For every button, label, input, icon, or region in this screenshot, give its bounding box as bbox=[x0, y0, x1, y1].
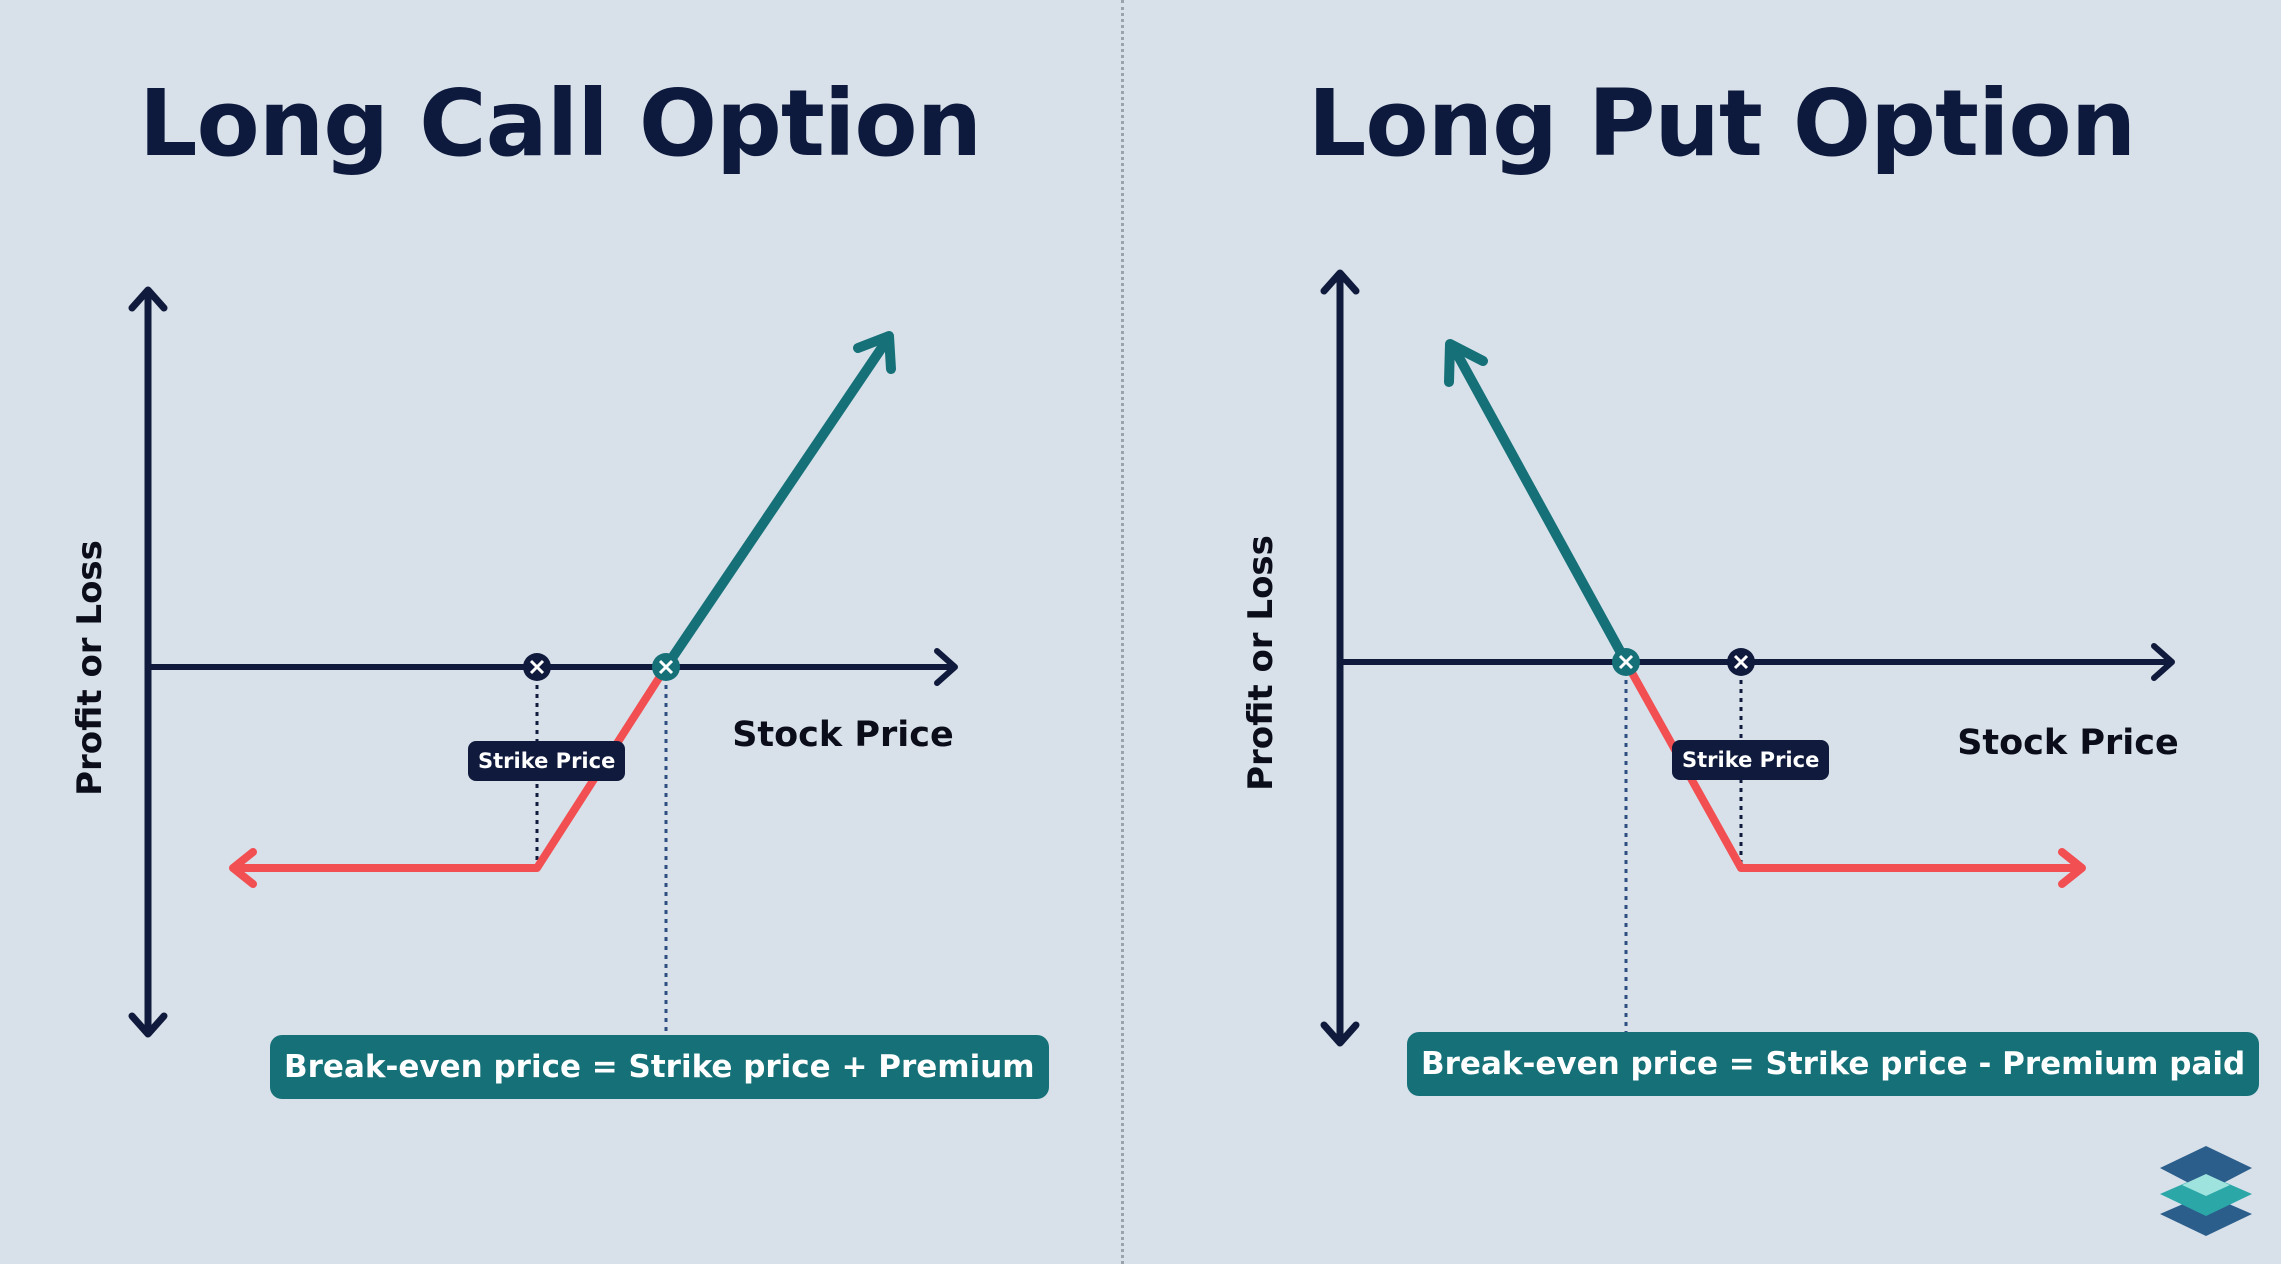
y-axis-label: Profit or Loss bbox=[70, 540, 110, 796]
y-axis-label-visible: Profit or Loss bbox=[1241, 535, 1281, 791]
strike-price-tag: Strike Price bbox=[1672, 740, 1830, 780]
strike-x-icon bbox=[1727, 648, 1755, 676]
y-axis bbox=[1320, 269, 1360, 1047]
breakeven-x-icon bbox=[1612, 648, 1640, 676]
strike-x-icon bbox=[523, 653, 551, 681]
long-put-diagram: Profit or Loss Profit or Loss Stock Pric… bbox=[1241, 269, 2179, 1047]
y-axis bbox=[128, 286, 168, 1038]
long-call-title: Long Call Option bbox=[138, 70, 982, 177]
x-axis bbox=[148, 648, 958, 686]
long-put-panel: Long Put Option Profit or Loss Profit or… bbox=[1122, 0, 2281, 1264]
x-axis bbox=[1340, 643, 2175, 681]
breakeven-formula-badge: Break-even price = Strike price + Premiu… bbox=[270, 1035, 1049, 1099]
profit-line bbox=[1444, 339, 1631, 667]
long-call-diagram: Profit or Loss Stock Price bbox=[70, 286, 958, 1038]
loss-line bbox=[229, 664, 670, 888]
loss-line bbox=[1622, 660, 2086, 888]
profit-line bbox=[661, 331, 896, 672]
panel-divider bbox=[1121, 0, 1124, 1264]
long-put-title: Long Put Option bbox=[1307, 70, 2136, 177]
strike-price-tag: Strike Price bbox=[468, 741, 626, 781]
breakeven-x-icon bbox=[652, 653, 680, 681]
long-call-panel: Long Call Option Profit or Loss Stock Pr… bbox=[0, 0, 1120, 1264]
x-axis-label: Stock Price bbox=[732, 715, 954, 755]
layered-diamond-logo-icon bbox=[2160, 1146, 2252, 1236]
x-axis-label: Stock Price bbox=[1957, 723, 2179, 763]
breakeven-formula-badge: Break-even price = Strike price - Premiu… bbox=[1407, 1032, 2260, 1096]
